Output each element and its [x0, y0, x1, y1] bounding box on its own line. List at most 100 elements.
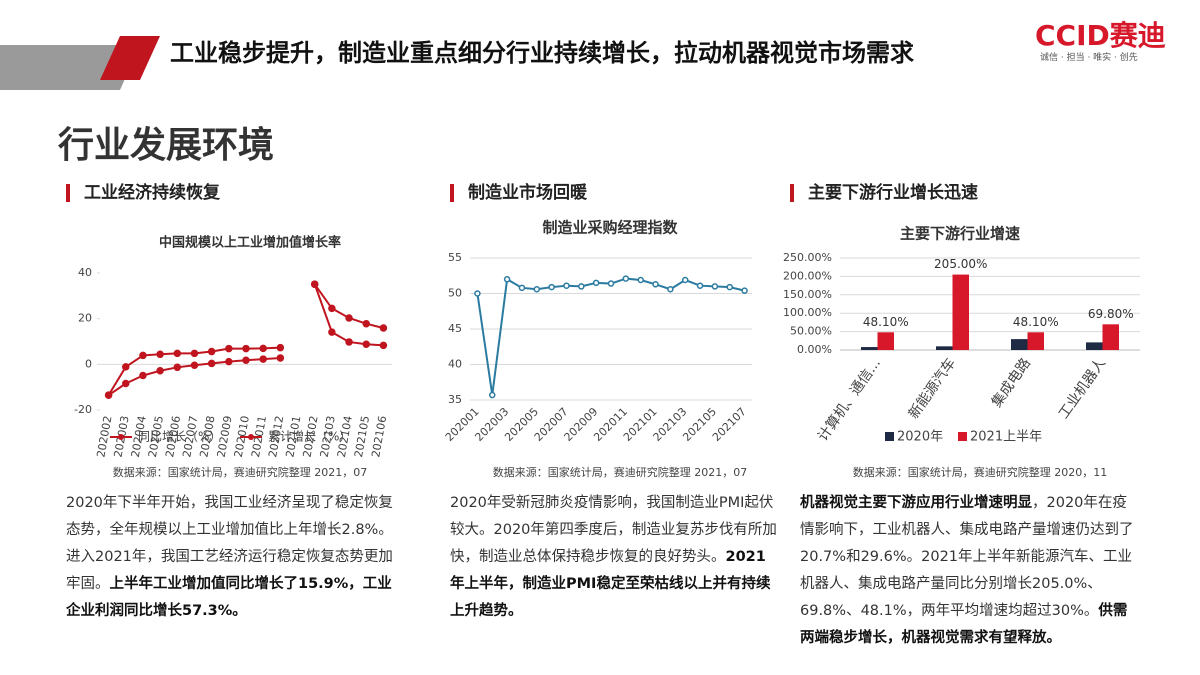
data-point — [362, 319, 370, 328]
data-point — [548, 283, 555, 291]
legend-label: 同比增长（%） — [138, 430, 221, 444]
x-tick-label: 202106 — [369, 415, 389, 459]
section-body: 2020年受新冠肺炎疫情影响，我国制造业PMI起伏较大。2020年第四季度后，制… — [450, 490, 780, 625]
y-tick-label: 150.00% — [783, 288, 832, 301]
data-point — [207, 347, 216, 356]
bar — [1027, 332, 1044, 350]
data-point — [379, 324, 388, 332]
y-tick-label: 20 — [78, 312, 92, 325]
text-run: 2020年受新冠肺炎疫情影响，我国制造业PMI起伏较大。2020年第四季度后，制… — [450, 495, 777, 565]
data-point — [592, 279, 600, 287]
legend-label: 2020年 — [897, 430, 943, 445]
chart-title: 制造业采购经理指数 — [542, 219, 678, 237]
y-tick-label: 40 — [448, 358, 462, 371]
header-accent — [100, 36, 160, 80]
chart-title: 主要下游行业增速 — [900, 225, 1020, 243]
data-point — [190, 349, 199, 358]
bar — [1086, 342, 1103, 350]
y-tick-label: 0.00% — [797, 343, 832, 356]
chart-title: 中国规模以上工业增加值增长率 — [159, 235, 341, 251]
data-point — [104, 391, 113, 399]
data-point — [362, 340, 370, 348]
data-point — [379, 341, 388, 350]
section-heading: 工业经济持续恢复 — [66, 184, 220, 202]
bar — [1102, 324, 1119, 350]
legend-swatch — [118, 434, 124, 440]
data-point — [310, 280, 319, 288]
legend-label: 2021上半年 — [970, 430, 1042, 445]
data-point — [122, 379, 130, 388]
data-point — [328, 328, 336, 336]
y-tick-label: 45 — [448, 322, 462, 335]
data-point — [696, 282, 704, 289]
x-tick-label: 计算机、通信... — [815, 355, 884, 444]
data-point — [328, 304, 336, 313]
data-point — [607, 280, 615, 287]
y-tick-label: 55 — [448, 251, 462, 264]
data-point — [190, 361, 199, 369]
y-tick-label: 250.00% — [783, 251, 832, 264]
data-point — [139, 351, 147, 360]
data-point — [225, 357, 233, 366]
data-point — [242, 344, 250, 353]
data-line — [108, 283, 384, 396]
text-run: 2021年上半年，制造业PMI稳定至荣枯线以上并有持续上升趋势。 — [450, 549, 771, 619]
source-note: 数据来源：国家统计局，赛迪研究院整理 2020，11 — [852, 466, 1108, 479]
data-point — [622, 275, 630, 282]
data-point — [173, 363, 182, 372]
text-run: 供需两端稳步增长，机器视觉需求有望释放。 — [800, 603, 1128, 646]
text-run: 机器视觉主要下游应用行业增速明显 — [800, 495, 1032, 511]
bar — [1011, 339, 1028, 350]
text-run: 2020年下半年开始，我国工业经济呈现了稳定恢复态势，全年规模以上工业增加值比上… — [66, 495, 393, 592]
data-point — [518, 284, 526, 292]
y-tick-label: 50 — [448, 287, 462, 300]
data-point — [225, 344, 233, 353]
data-point — [173, 349, 182, 358]
x-tick-label: 工业机器人 — [1056, 355, 1109, 422]
text-run: 上半年工业增加值同比增长了15.9%，工业企业利润同比增长57.3%。 — [66, 576, 392, 619]
data-point — [156, 366, 164, 375]
data-point — [156, 350, 164, 359]
bar — [952, 274, 969, 350]
data-point — [652, 281, 659, 288]
x-tick-label: 集成电路 — [988, 355, 1034, 411]
data-label: 48.10% — [1013, 315, 1059, 329]
legend-swatch — [885, 432, 894, 441]
section-body: 机器视觉主要下游应用行业增速明显，2020年在疫情影响下，工业机器人、集成电路产… — [800, 490, 1140, 652]
data-point — [345, 314, 353, 322]
section-heading: 制造业市场回暖 — [450, 184, 587, 202]
bar — [877, 332, 894, 350]
data-point — [276, 343, 285, 352]
logo: CCID赛迪 — [1035, 19, 1166, 52]
data-point — [741, 287, 748, 294]
data-point — [637, 276, 644, 284]
data-point — [474, 290, 481, 297]
legend-label: 累计增长（%） — [268, 430, 351, 444]
data-point — [345, 338, 353, 346]
data-point — [259, 344, 267, 353]
legend-swatch — [958, 432, 967, 441]
data-point — [578, 283, 585, 290]
y-tick-label: 0 — [85, 357, 92, 370]
data-point — [533, 285, 541, 293]
data-point — [726, 283, 733, 291]
y-tick-label: 35 — [448, 393, 462, 406]
data-point — [242, 356, 250, 364]
section-heading: 主要下游行业增长迅速 — [790, 184, 978, 202]
data-line — [476, 277, 745, 396]
data-point — [503, 276, 511, 283]
data-point — [489, 391, 496, 399]
data-point — [276, 354, 285, 362]
page-subtitle: 行业发展环境 — [58, 125, 275, 166]
data-point — [681, 276, 689, 284]
y-tick-label: 100.00% — [783, 306, 832, 319]
data-point — [122, 363, 130, 371]
page-title: 工业稳步提升，制造业重点细分行业持续增长，拉动机器视觉市场需求 — [170, 39, 914, 67]
data-label: 205.00% — [934, 257, 987, 271]
data-point — [667, 285, 674, 293]
data-point — [259, 355, 267, 363]
y-tick-label: -20 — [74, 403, 92, 416]
section-body: 2020年下半年开始，我国工业经济呈现了稳定恢复态势，全年规模以上工业增加值比上… — [66, 490, 406, 625]
y-tick-label: 50.00% — [790, 325, 832, 338]
